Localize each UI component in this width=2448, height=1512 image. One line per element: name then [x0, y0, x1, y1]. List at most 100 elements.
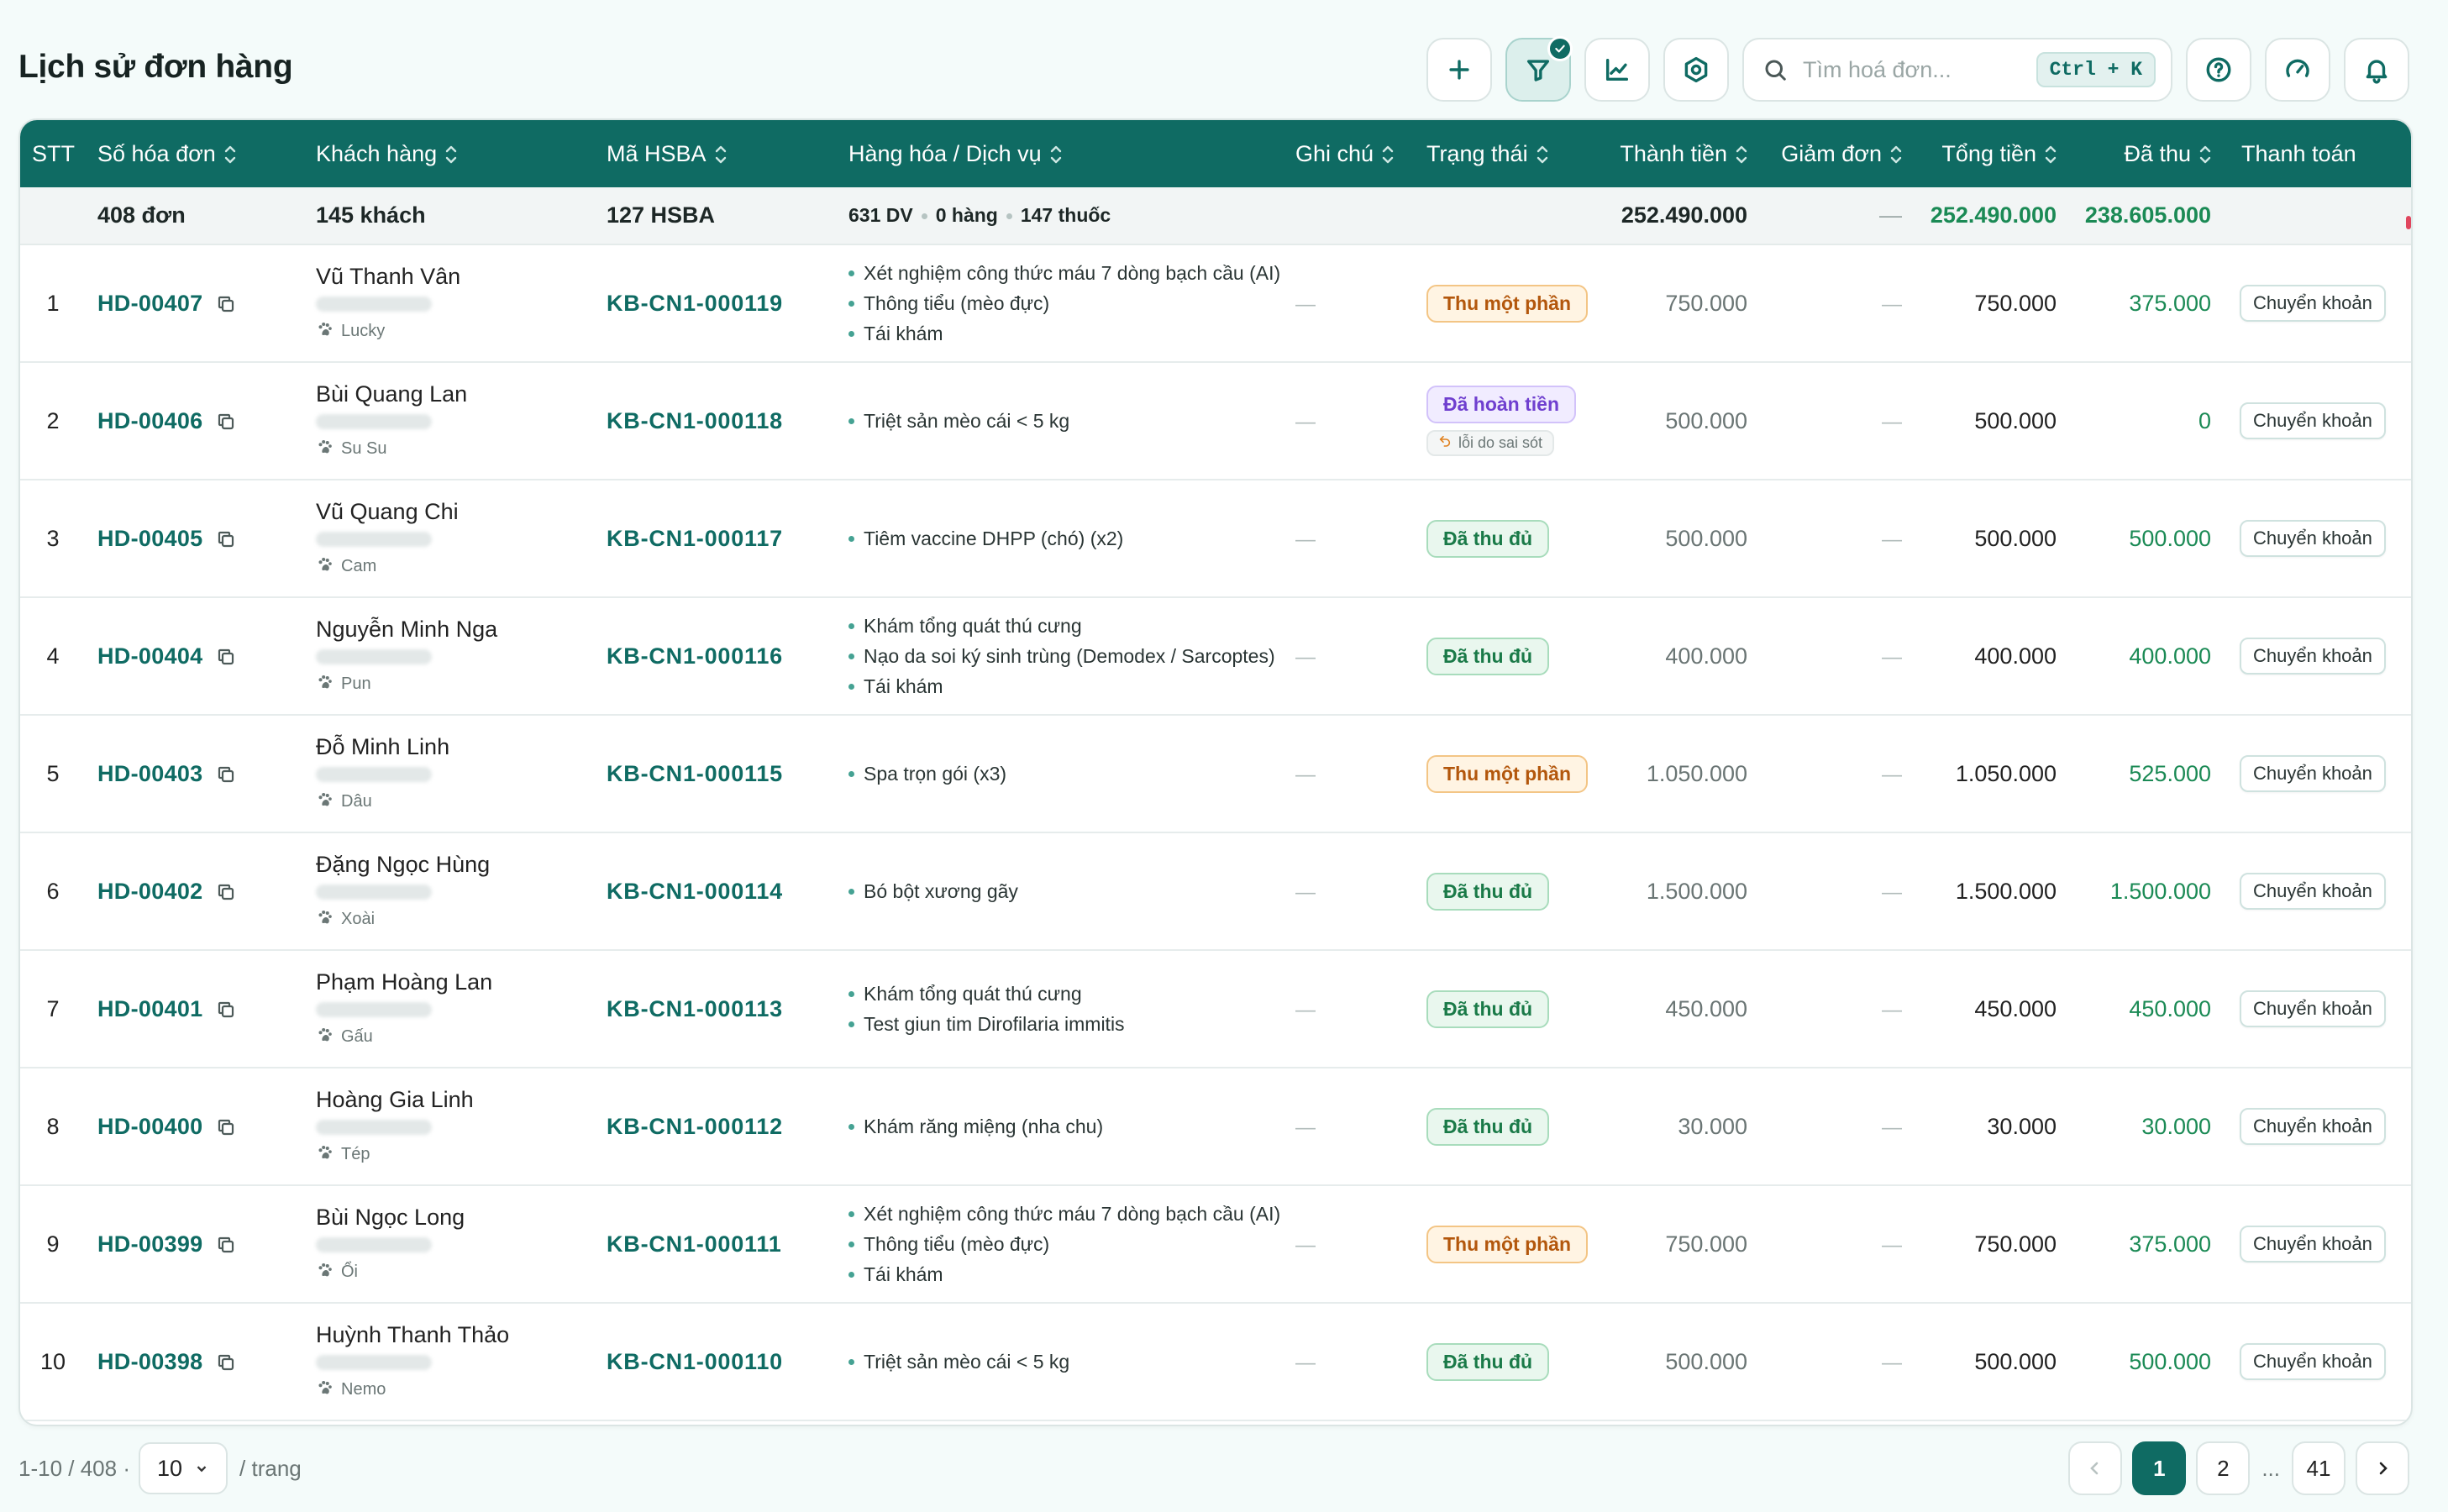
column-header-status[interactable]: Trạng thái — [1418, 120, 1600, 187]
table-row[interactable]: 4 HD-00404 Nguyễn Minh Nga Pun KB-CN1-00… — [20, 597, 2411, 715]
column-header-invoice[interactable]: Số hóa đơn — [86, 120, 304, 187]
page-button-1[interactable]: 1 — [2132, 1441, 2187, 1495]
column-header-discount[interactable]: Giảm đơn — [1762, 120, 1917, 187]
record-link[interactable]: KB-CN1-000111 — [607, 1231, 782, 1257]
subtotal-value: 500.000 — [1665, 407, 1747, 433]
chart-button[interactable] — [1584, 38, 1650, 102]
page-button-last[interactable]: 41 — [2292, 1441, 2346, 1495]
page-size-select[interactable]: 10 — [138, 1442, 229, 1494]
item-entry: Thông tiểu (mèo đực) — [848, 288, 1279, 318]
record-link[interactable]: KB-CN1-000114 — [607, 878, 783, 904]
invoice-link[interactable]: HD-00407 — [97, 290, 203, 316]
notifications-button[interactable] — [2344, 38, 2409, 102]
customer-name[interactable]: Vũ Thanh Vân — [316, 263, 461, 289]
copy-icon[interactable] — [216, 1000, 236, 1020]
customer-name[interactable]: Phạm Hoàng Lan — [316, 969, 493, 995]
table-row[interactable]: 10 HD-00398 Huỳnh Thanh Thảo Nemo KB-CN1… — [20, 1303, 2411, 1420]
note-value: — — [1295, 763, 1316, 786]
column-header-paid[interactable]: Đã thu — [2072, 120, 2226, 187]
customer-name[interactable]: Đặng Ngọc Hùng — [316, 851, 491, 877]
customer-name[interactable]: Bùi Quang Lan — [316, 381, 468, 407]
item-entry: Xét nghiệm công thức máu 7 dòng bạch cầu… — [848, 1199, 1280, 1229]
prev-page-button[interactable] — [2068, 1441, 2123, 1495]
payment-method-badge: Chuyển khoản — [2240, 285, 2386, 322]
table-row[interactable]: 1 HD-00407 Vũ Thanh Vân Lucky KB-CN1-000… — [20, 244, 2411, 362]
record-link[interactable]: KB-CN1-000116 — [607, 643, 783, 669]
discount-cell: — — [1762, 597, 1917, 715]
total-value: 450.000 — [1974, 995, 2057, 1021]
status-badge: Đã thu đủ — [1426, 872, 1550, 911]
customer-name[interactable]: Vũ Quang Chi — [316, 498, 459, 524]
table-row[interactable]: 9 HD-00399 Bùi Ngọc Long Ổi KB-CN1-00011… — [20, 1185, 2411, 1303]
search-input[interactable] — [1801, 55, 2023, 84]
record-link[interactable]: KB-CN1-000112 — [607, 1113, 783, 1139]
invoice-link[interactable]: HD-00400 — [97, 1113, 203, 1139]
filter-button[interactable] — [1505, 36, 1573, 102]
table-row[interactable]: 6 HD-00402 Đặng Ngọc Hùng Xoài KB-CN1-00… — [20, 832, 2411, 950]
record-link[interactable]: KB-CN1-000113 — [607, 995, 783, 1021]
copy-icon[interactable] — [216, 412, 236, 432]
paw-icon — [316, 908, 334, 932]
customer-name[interactable]: Hoàng Gia Linh — [316, 1086, 474, 1112]
invoice-link[interactable]: HD-00405 — [97, 525, 203, 551]
copy-icon[interactable] — [216, 529, 236, 549]
pet-info: Gấu — [316, 1026, 586, 1049]
summary-goods: 0 hàng — [935, 204, 998, 226]
invoice-link[interactable]: HD-00401 — [97, 995, 203, 1021]
next-page-button[interactable] — [2356, 1441, 2409, 1495]
record-link[interactable]: KB-CN1-000110 — [607, 1348, 783, 1374]
record-link[interactable]: KB-CN1-000115 — [607, 760, 783, 786]
paid-value: 500.000 — [2129, 1348, 2211, 1374]
items-cell: Xét nghiệm công thức máu 7 dòng bạch cầu… — [837, 1185, 1287, 1303]
row-number: 5 — [46, 760, 60, 786]
table-row[interactable]: 3 HD-00405 Vũ Quang Chi Cam KB-CN1-00011… — [20, 480, 2411, 597]
copy-icon[interactable] — [216, 647, 236, 667]
search-box[interactable]: Ctrl + K — [1742, 38, 2172, 102]
settings-button[interactable] — [1663, 38, 1729, 102]
invoice-link[interactable]: HD-00406 — [97, 407, 203, 433]
status-cell: Thu một phần — [1418, 244, 1600, 362]
copy-icon[interactable] — [216, 1117, 236, 1137]
row-number: 6 — [46, 878, 60, 904]
summary-records: 127 HSBA — [595, 187, 837, 245]
page-button-2[interactable]: 2 — [2196, 1441, 2251, 1495]
column-header-items[interactable]: Hàng hóa / Dịch vụ — [837, 120, 1287, 187]
table-row[interactable]: 7 HD-00401 Phạm Hoàng Lan Gấu KB-CN1-000… — [20, 950, 2411, 1068]
column-header-total[interactable]: Tổng tiền — [1917, 120, 2072, 187]
dashboard-button[interactable] — [2265, 38, 2330, 102]
copy-icon[interactable] — [216, 294, 236, 314]
column-header-customer[interactable]: Khách hàng — [304, 120, 595, 187]
invoice-link[interactable]: HD-00404 — [97, 643, 203, 669]
help-button[interactable] — [2186, 38, 2251, 102]
customer-name[interactable]: Nguyễn Minh Nga — [316, 616, 498, 642]
invoice-link[interactable]: HD-00398 — [97, 1348, 203, 1374]
copy-icon[interactable] — [216, 1352, 236, 1373]
column-header-note[interactable]: Ghi chú — [1287, 120, 1418, 187]
page-size-value: 10 — [156, 1455, 183, 1481]
copy-icon[interactable] — [216, 1235, 236, 1255]
customer-name[interactable]: Huỳnh Thanh Thảo — [316, 1321, 510, 1347]
record-cell: KB-CN1-000116 — [595, 597, 837, 715]
record-link[interactable]: KB-CN1-000117 — [607, 525, 783, 551]
copy-icon[interactable] — [216, 764, 236, 785]
column-header-subtotal[interactable]: Thành tiền — [1600, 120, 1762, 187]
invoice-link[interactable]: HD-00399 — [97, 1231, 203, 1257]
table-row[interactable]: 5 HD-00403 Đỗ Minh Linh Dâu KB-CN1-00011… — [20, 715, 2411, 832]
customer-name[interactable]: Bùi Ngọc Long — [316, 1204, 465, 1230]
customer-name[interactable]: Đỗ Minh Linh — [316, 733, 450, 759]
table-row[interactable]: 8 HD-00400 Hoàng Gia Linh Tép KB-CN1-000… — [20, 1068, 2411, 1185]
items-cell: Triệt sản mèo cái < 5 kg — [837, 362, 1287, 480]
invoice-link[interactable]: HD-00403 — [97, 760, 203, 786]
add-order-button[interactable] — [1426, 38, 1492, 102]
copy-icon[interactable] — [216, 882, 236, 902]
invoice-link[interactable]: HD-00402 — [97, 878, 203, 904]
pet-info: Nemo — [316, 1378, 586, 1402]
note-cell: — — [1287, 1068, 1418, 1185]
customer-phone-redacted — [316, 1001, 432, 1017]
column-header-record[interactable]: Mã HSBA — [595, 120, 837, 187]
items-list: Triệt sản mèo cái < 5 kg — [848, 406, 1279, 436]
table-row[interactable]: 2 HD-00406 Bùi Quang Lan Su Su KB-CN1-00… — [20, 362, 2411, 480]
subtotal-value: 450.000 — [1665, 995, 1747, 1021]
record-link[interactable]: KB-CN1-000119 — [607, 290, 783, 316]
record-link[interactable]: KB-CN1-000118 — [607, 407, 783, 433]
